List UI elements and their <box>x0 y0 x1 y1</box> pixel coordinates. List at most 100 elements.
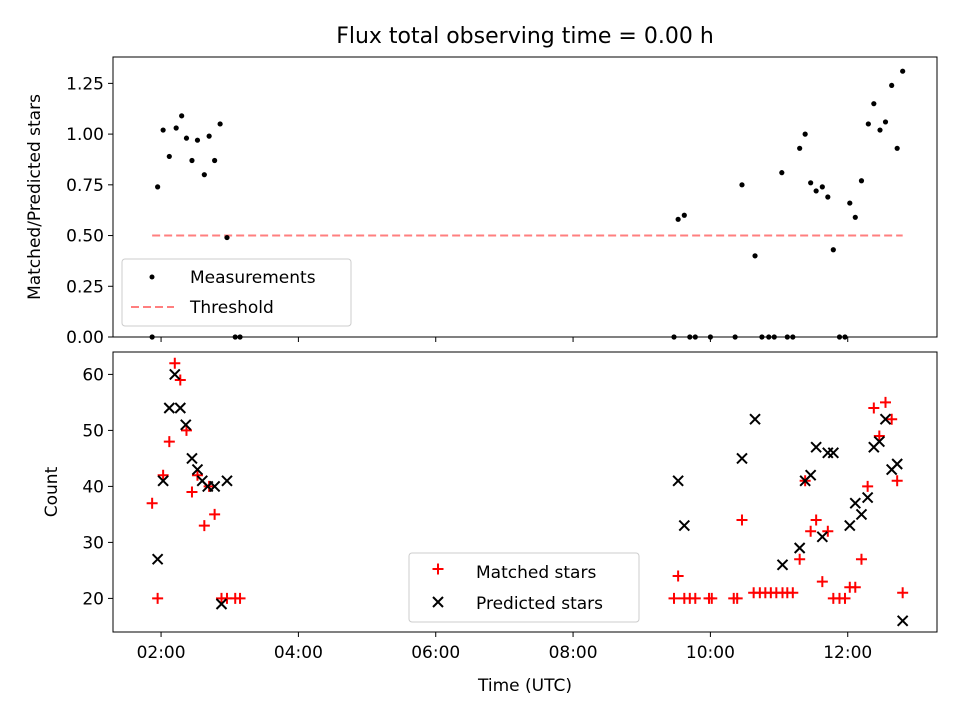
measurements-point <box>681 212 687 218</box>
matched-stars-point <box>816 576 828 588</box>
matched-stars-point <box>731 592 743 604</box>
legend-measurements-label: Measurements <box>190 268 316 288</box>
predicted-stars-point <box>873 435 886 448</box>
top-axes: 0.00 0.25 0.50 0.75 1.00 1.25 <box>66 56 938 348</box>
matched-stars-point <box>163 436 175 448</box>
legend-threshold-label: Threshold <box>189 298 274 318</box>
measurements-point <box>847 200 853 206</box>
measurements-point <box>830 247 836 253</box>
legend-measurements-marker <box>149 274 155 280</box>
measurements-point <box>212 157 218 164</box>
top-legend: Measurements Threshold <box>121 258 352 327</box>
measurements-point <box>675 216 681 222</box>
predicted-stars-point <box>191 463 204 476</box>
matched-stars-point <box>152 592 164 604</box>
chart-title: Flux total observing time = 0.00 h <box>336 24 714 49</box>
measurements-point <box>871 101 877 107</box>
predicted-stars-point <box>736 452 748 465</box>
predicted-stars-point <box>827 447 840 459</box>
matched-stars-point <box>186 486 198 498</box>
matched-stars-point <box>891 475 903 487</box>
legend-matched-stars-label: Matched stars <box>476 563 596 583</box>
measurements-point <box>206 133 212 139</box>
predicted-stars-point <box>810 441 822 453</box>
predicted-stars-point <box>879 413 892 425</box>
top-axes-frame <box>112 56 938 338</box>
matched-stars-point <box>855 553 867 565</box>
bottom-x-tick-label: 02:00 <box>137 643 186 663</box>
matched-stars-point <box>810 514 822 526</box>
measurements-point <box>894 145 900 151</box>
matched-stars-point <box>736 514 748 526</box>
measurements-point <box>819 184 825 190</box>
predicted-stars-point <box>180 419 192 431</box>
measurements-point <box>900 68 906 74</box>
measurements-point <box>852 214 858 220</box>
measurements-point <box>201 172 207 178</box>
predicted-stars-point <box>849 497 861 509</box>
measurements-point <box>865 121 871 127</box>
top-legend-frame <box>121 258 352 327</box>
predicted-stars-point <box>844 519 856 532</box>
bottom-y-tick-label: 60 <box>82 365 104 385</box>
top-y-tick-label: 0.75 <box>66 176 104 196</box>
top-y-tick-label: 0.50 <box>66 227 104 247</box>
measurements-point <box>752 253 758 259</box>
predicted-stars-point <box>157 475 169 487</box>
predicted-stars-point <box>186 452 198 465</box>
top-y-tick-label: 0.00 <box>66 328 104 348</box>
matched-stars-point <box>146 497 158 509</box>
bottom-x-axis-label: Time (UTC) <box>477 676 572 696</box>
matched-stars-point <box>234 592 246 604</box>
matched-stars-point <box>706 592 718 604</box>
top-y-tick-label: 1.25 <box>66 74 104 94</box>
predicted-stars-point <box>208 480 221 493</box>
predicted-stars-point <box>169 368 181 381</box>
measurements-point <box>779 170 785 176</box>
bottom-x-tick-label: 10:00 <box>686 643 735 663</box>
predicted-stars-point <box>861 491 874 504</box>
matched-stars-point <box>805 525 817 537</box>
bottom-legend: Matched stars Predicted stars <box>408 552 640 623</box>
matched-stars-point <box>880 396 891 408</box>
top-plot-area <box>149 68 906 340</box>
bottom-y-tick-label: 20 <box>82 589 104 609</box>
measurements-point <box>194 137 201 143</box>
predicted-stars-point <box>855 508 868 521</box>
matched-stars-point <box>873 430 885 442</box>
measurements-point <box>797 145 803 151</box>
matched-stars-point <box>198 520 210 532</box>
bottom-legend-frame <box>408 552 640 623</box>
predicted-stars-point <box>221 475 233 487</box>
measurements-point <box>179 113 185 119</box>
predicted-stars-point <box>776 559 789 571</box>
matched-stars-point <box>794 553 806 565</box>
predicted-stars-point <box>174 402 187 414</box>
measurements-point <box>217 121 223 127</box>
bottom-axes: 20 30 40 50 60 02:00 04:00 06:00 08:00 10:00 12:00 <box>82 351 938 663</box>
bottom-x-tick-label: 04:00 <box>274 643 323 663</box>
bottom-panel: 20 30 40 50 60 02:00 04:00 06:00 08:00 10:00 12:00… <box>42 351 938 696</box>
bottom-y-tick-label: 40 <box>82 477 104 497</box>
measurements-point <box>808 180 814 186</box>
matched-stars-point <box>209 508 221 520</box>
measurements-point <box>889 82 895 89</box>
matched-stars-point <box>862 480 874 492</box>
predicted-stars-point <box>151 553 164 565</box>
measurements-point <box>858 178 865 184</box>
matched-stars-point <box>191 469 203 481</box>
measurements-point <box>224 234 230 241</box>
measurements-point <box>739 182 745 188</box>
top-y-tick-label: 1.00 <box>66 125 104 145</box>
top-y-axis-label: Matched/Predicted stars <box>25 94 45 300</box>
matched-stars-point <box>672 570 684 582</box>
legend-matched-stars-marker <box>432 563 444 575</box>
bottom-y-tick-label: 50 <box>82 421 104 441</box>
matched-stars-point <box>689 592 701 604</box>
bottom-axes-frame <box>112 351 938 633</box>
bottom-plot-area <box>146 357 909 627</box>
legend-predicted-stars-label: Predicted stars <box>476 594 603 614</box>
measurements-point <box>825 194 831 200</box>
predicted-stars-point <box>891 458 903 470</box>
